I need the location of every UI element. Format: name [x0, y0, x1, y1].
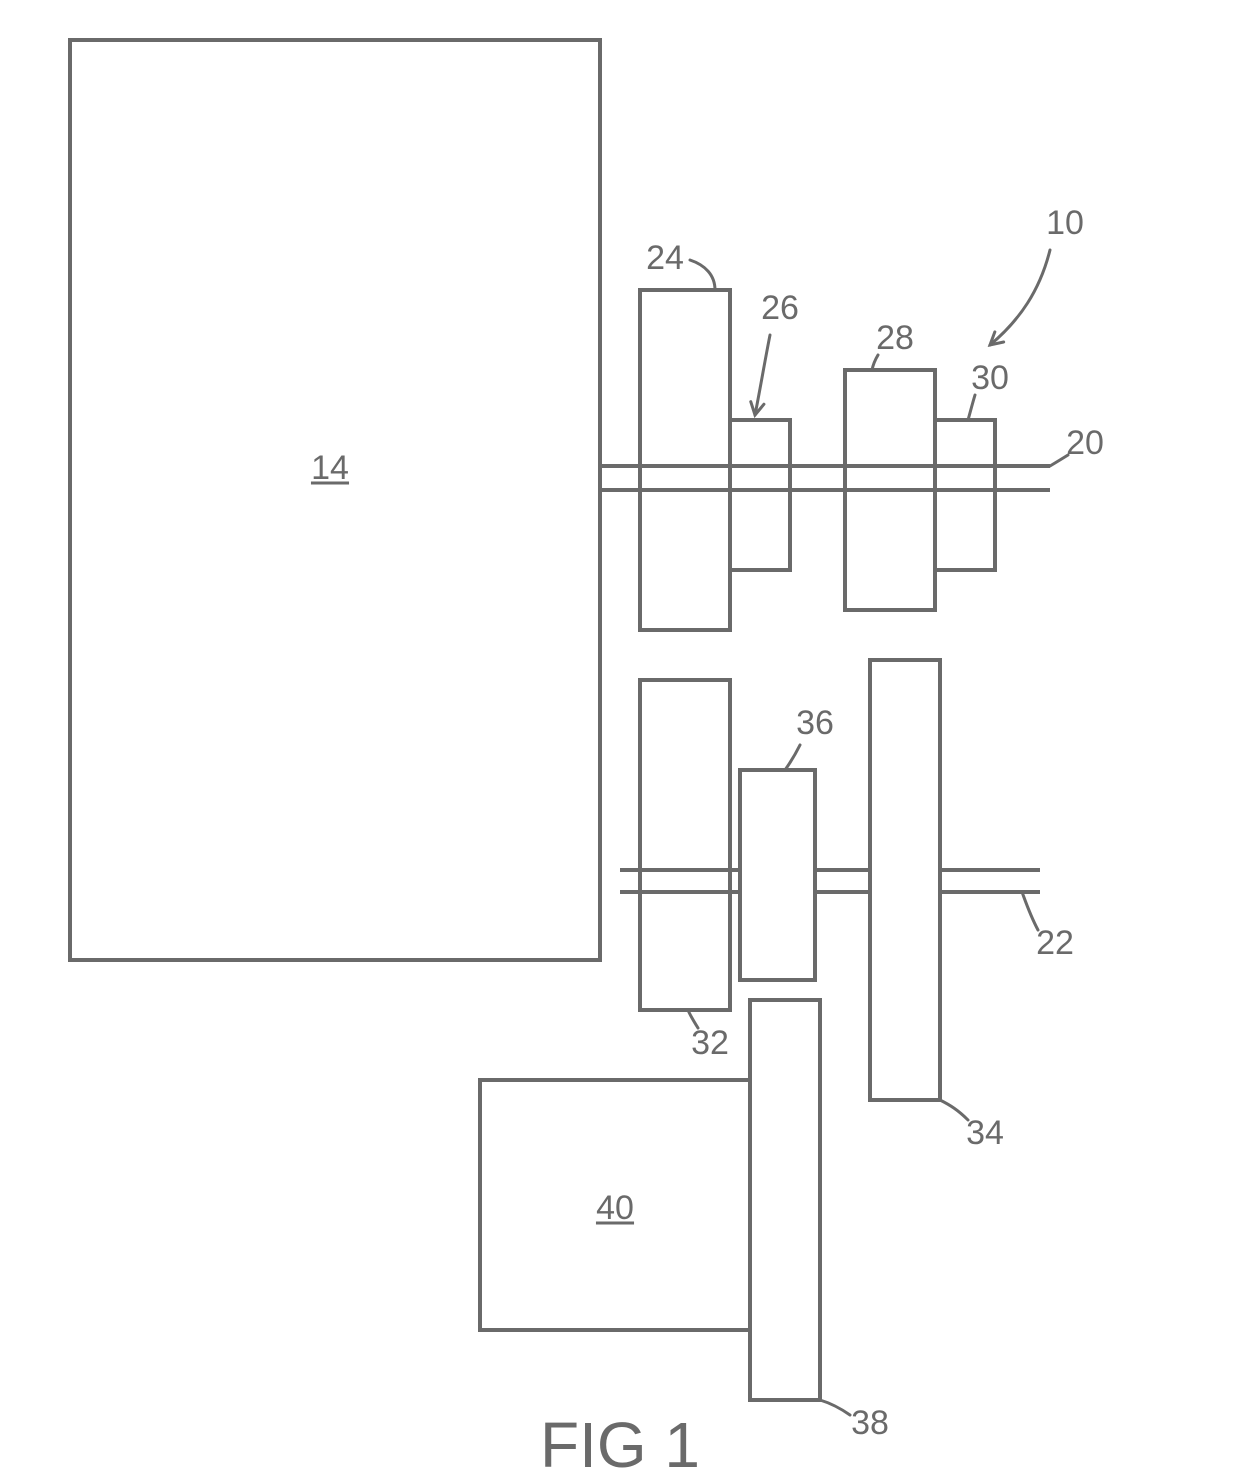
leader-ld26: [755, 335, 770, 415]
label-l34: 34: [966, 1114, 1004, 1152]
box-34: [870, 660, 940, 1100]
label-l22: 22: [1036, 924, 1074, 962]
leader-ld10: [990, 250, 1050, 345]
label-l38: 38: [851, 1404, 889, 1442]
box-38: [750, 1000, 820, 1400]
leader-ld36: [785, 745, 800, 770]
label-l30: 30: [971, 359, 1009, 397]
label-l36: 36: [796, 704, 834, 742]
leader-ld24: [690, 260, 715, 290]
box-24: [640, 290, 730, 630]
leader-ld38: [820, 1400, 850, 1415]
box-26: [730, 420, 790, 570]
box-32: [640, 680, 730, 1010]
label-l20: 20: [1066, 424, 1104, 462]
leader-ld28: [872, 355, 878, 370]
label-l28: 28: [876, 319, 914, 357]
box-14: [70, 40, 600, 960]
label-l24: 24: [646, 239, 684, 277]
leader-ld34: [940, 1100, 968, 1120]
box-36: [740, 770, 815, 980]
box-30: [935, 420, 995, 570]
label-l14: 14: [311, 449, 349, 487]
label-l10: 10: [1046, 204, 1084, 242]
label-l32: 32: [691, 1024, 729, 1062]
figure-label: FIG 1: [540, 1409, 700, 1481]
label-l26: 26: [761, 289, 799, 327]
label-l40: 40: [596, 1189, 634, 1227]
leader-ld30: [968, 395, 975, 420]
